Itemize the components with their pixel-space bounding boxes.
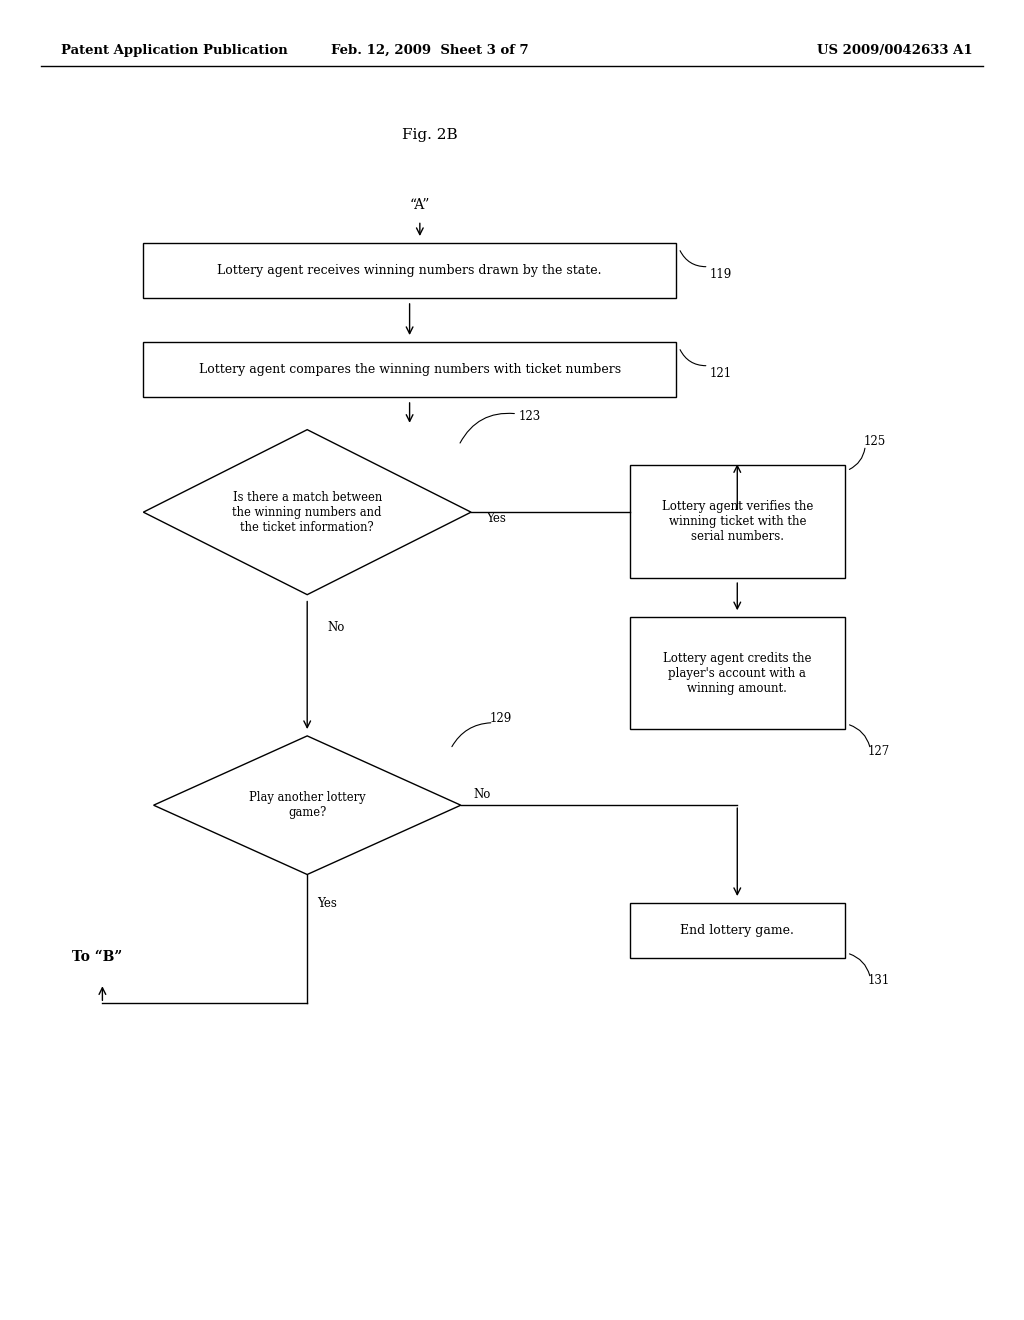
Text: US 2009/0042633 A1: US 2009/0042633 A1 xyxy=(817,44,973,57)
Text: 127: 127 xyxy=(867,746,890,758)
Text: Lottery agent credits the
player's account with a
winning amount.: Lottery agent credits the player's accou… xyxy=(663,652,812,694)
Text: “A”: “A” xyxy=(410,198,430,211)
Text: Feb. 12, 2009  Sheet 3 of 7: Feb. 12, 2009 Sheet 3 of 7 xyxy=(332,44,528,57)
FancyBboxPatch shape xyxy=(630,618,845,729)
Text: Yes: Yes xyxy=(486,512,506,525)
Text: End lottery game.: End lottery game. xyxy=(680,924,795,937)
Text: Play another lottery
game?: Play another lottery game? xyxy=(249,791,366,820)
Text: Lottery agent receives winning numbers drawn by the state.: Lottery agent receives winning numbers d… xyxy=(217,264,602,277)
Text: Patent Application Publication: Patent Application Publication xyxy=(61,44,288,57)
Polygon shape xyxy=(143,430,471,594)
Text: 123: 123 xyxy=(518,411,541,422)
Text: 129: 129 xyxy=(489,713,512,726)
Text: 121: 121 xyxy=(710,367,732,380)
Text: 119: 119 xyxy=(710,268,732,281)
Text: 125: 125 xyxy=(863,436,886,449)
Text: Lottery agent compares the winning numbers with ticket numbers: Lottery agent compares the winning numbe… xyxy=(199,363,621,376)
Polygon shape xyxy=(154,737,461,874)
Text: Lottery agent verifies the
winning ticket with the
serial numbers.: Lottery agent verifies the winning ticke… xyxy=(662,500,813,543)
FancyBboxPatch shape xyxy=(143,243,676,298)
FancyBboxPatch shape xyxy=(630,466,845,578)
Text: Is there a match between
the winning numbers and
the ticket information?: Is there a match between the winning num… xyxy=(232,491,382,533)
Text: No: No xyxy=(473,788,490,801)
Text: No: No xyxy=(328,622,345,634)
FancyBboxPatch shape xyxy=(630,903,845,958)
Text: Fig. 2B: Fig. 2B xyxy=(402,128,458,141)
Text: Yes: Yes xyxy=(317,898,337,909)
Text: 131: 131 xyxy=(867,974,890,987)
FancyBboxPatch shape xyxy=(143,342,676,397)
Text: To “B”: To “B” xyxy=(72,950,122,964)
